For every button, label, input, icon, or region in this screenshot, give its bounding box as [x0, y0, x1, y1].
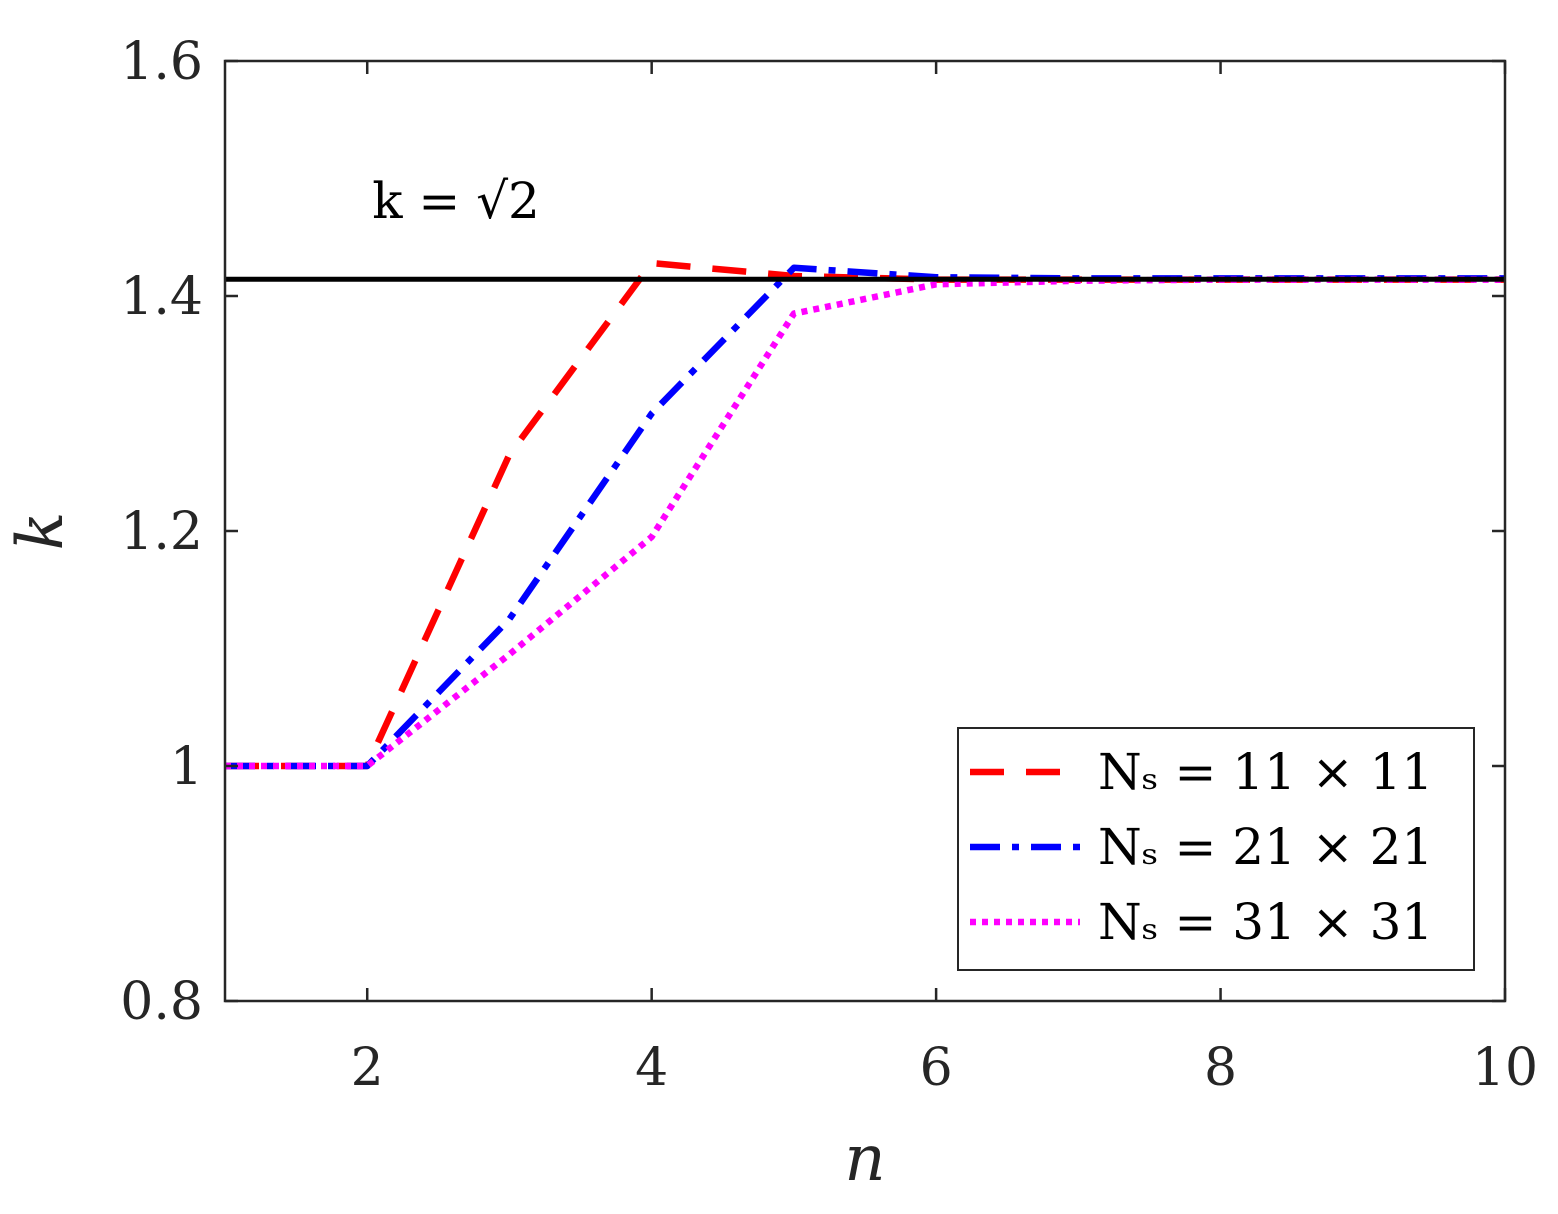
- y-tick-labels: 0.8 1 1.2 1.4 1.6: [120, 32, 203, 1032]
- legend-label-1: Nₛ = 11 × 11: [1098, 743, 1433, 801]
- y-tick-label-1: 1: [170, 737, 203, 797]
- y-tick-label-3: 1.4: [120, 267, 203, 327]
- legend-label-2: Nₛ = 21 × 21: [1098, 818, 1433, 876]
- y-tick-label-0: 0.8: [120, 972, 203, 1032]
- y-axis-label: k: [4, 512, 78, 551]
- annotation-text: k = √2: [372, 172, 540, 230]
- annotation: k = √2: [372, 172, 540, 230]
- x-tick-labels: 2 4 6 8 10: [351, 1038, 1538, 1098]
- legend-label-3: Nₛ = 31 × 31: [1098, 893, 1433, 951]
- legend-entries: Nₛ = 11 × 11 Nₛ = 21 × 21 Nₛ = 31 × 31: [970, 743, 1433, 951]
- x-tick-label-4: 10: [1472, 1038, 1538, 1098]
- y-tick-label-4: 1.6: [120, 32, 203, 92]
- legend: Nₛ = 11 × 11 Nₛ = 21 × 21 Nₛ = 31 × 31: [957, 727, 1475, 971]
- x-tick-label-1: 4: [635, 1038, 668, 1098]
- x-axis-label: n: [844, 1122, 885, 1196]
- ticks-layer: [225, 59, 1507, 1003]
- y-tick-label-2: 1.2: [120, 502, 203, 562]
- x-tick-label-3: 8: [1204, 1038, 1237, 1098]
- x-tick-label-2: 6: [920, 1038, 953, 1098]
- x-tick-label-0: 2: [351, 1038, 384, 1098]
